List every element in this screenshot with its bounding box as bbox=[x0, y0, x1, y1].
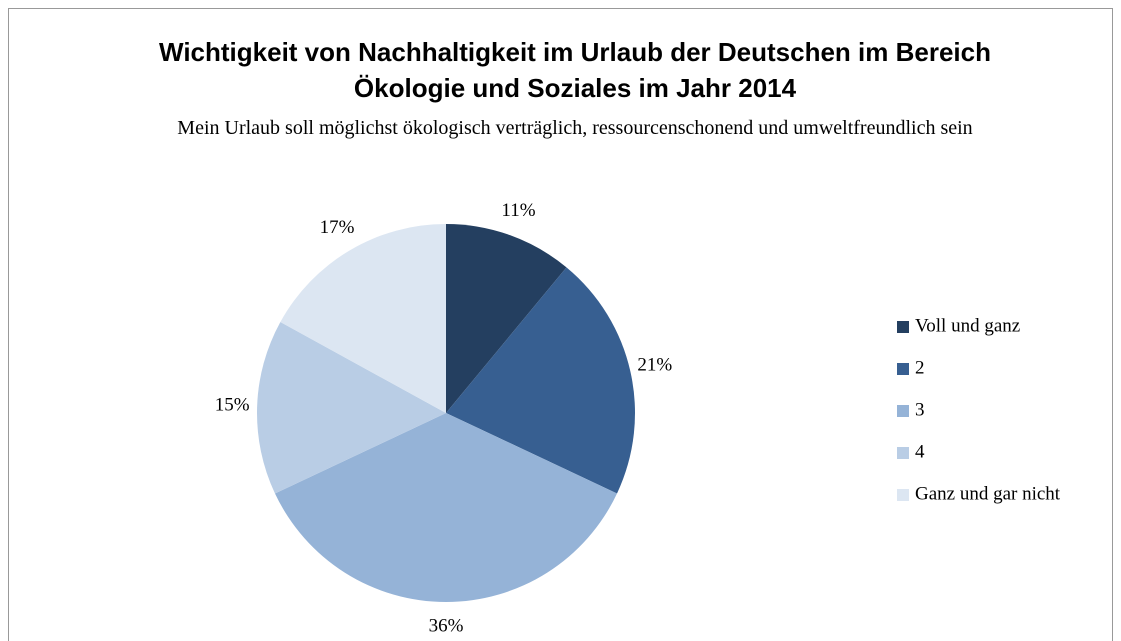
legend-swatch bbox=[897, 405, 909, 417]
legend-swatch bbox=[897, 363, 909, 375]
legend-label: Ganz und gar nicht bbox=[915, 483, 1061, 504]
data-label: 15% bbox=[215, 395, 250, 416]
chart-frame bbox=[8, 8, 1113, 641]
legend-swatch bbox=[897, 321, 909, 333]
pie-slice bbox=[446, 224, 567, 413]
data-label: 21% bbox=[637, 355, 672, 376]
legend-label: 3 bbox=[915, 399, 925, 420]
data-label: 17% bbox=[320, 217, 355, 238]
legend-swatch bbox=[897, 447, 909, 459]
legend-label: 4 bbox=[915, 441, 925, 462]
legend-swatch bbox=[897, 489, 909, 501]
legend-label: 2 bbox=[915, 357, 925, 378]
pie-slice bbox=[280, 224, 446, 413]
pie-slice bbox=[257, 321, 446, 494]
legend-label: Voll und ganz bbox=[915, 315, 1020, 336]
data-label: 36% bbox=[429, 615, 464, 636]
pie-slice bbox=[446, 267, 635, 494]
chart-subtitle: Mein Urlaub soll möglichst ökologisch ve… bbox=[177, 117, 973, 139]
chart-title: Wichtigkeit von Nachhaltigkeit im Urlaub… bbox=[159, 37, 991, 103]
pie-slice bbox=[274, 413, 618, 602]
data-label: 11% bbox=[501, 200, 535, 221]
